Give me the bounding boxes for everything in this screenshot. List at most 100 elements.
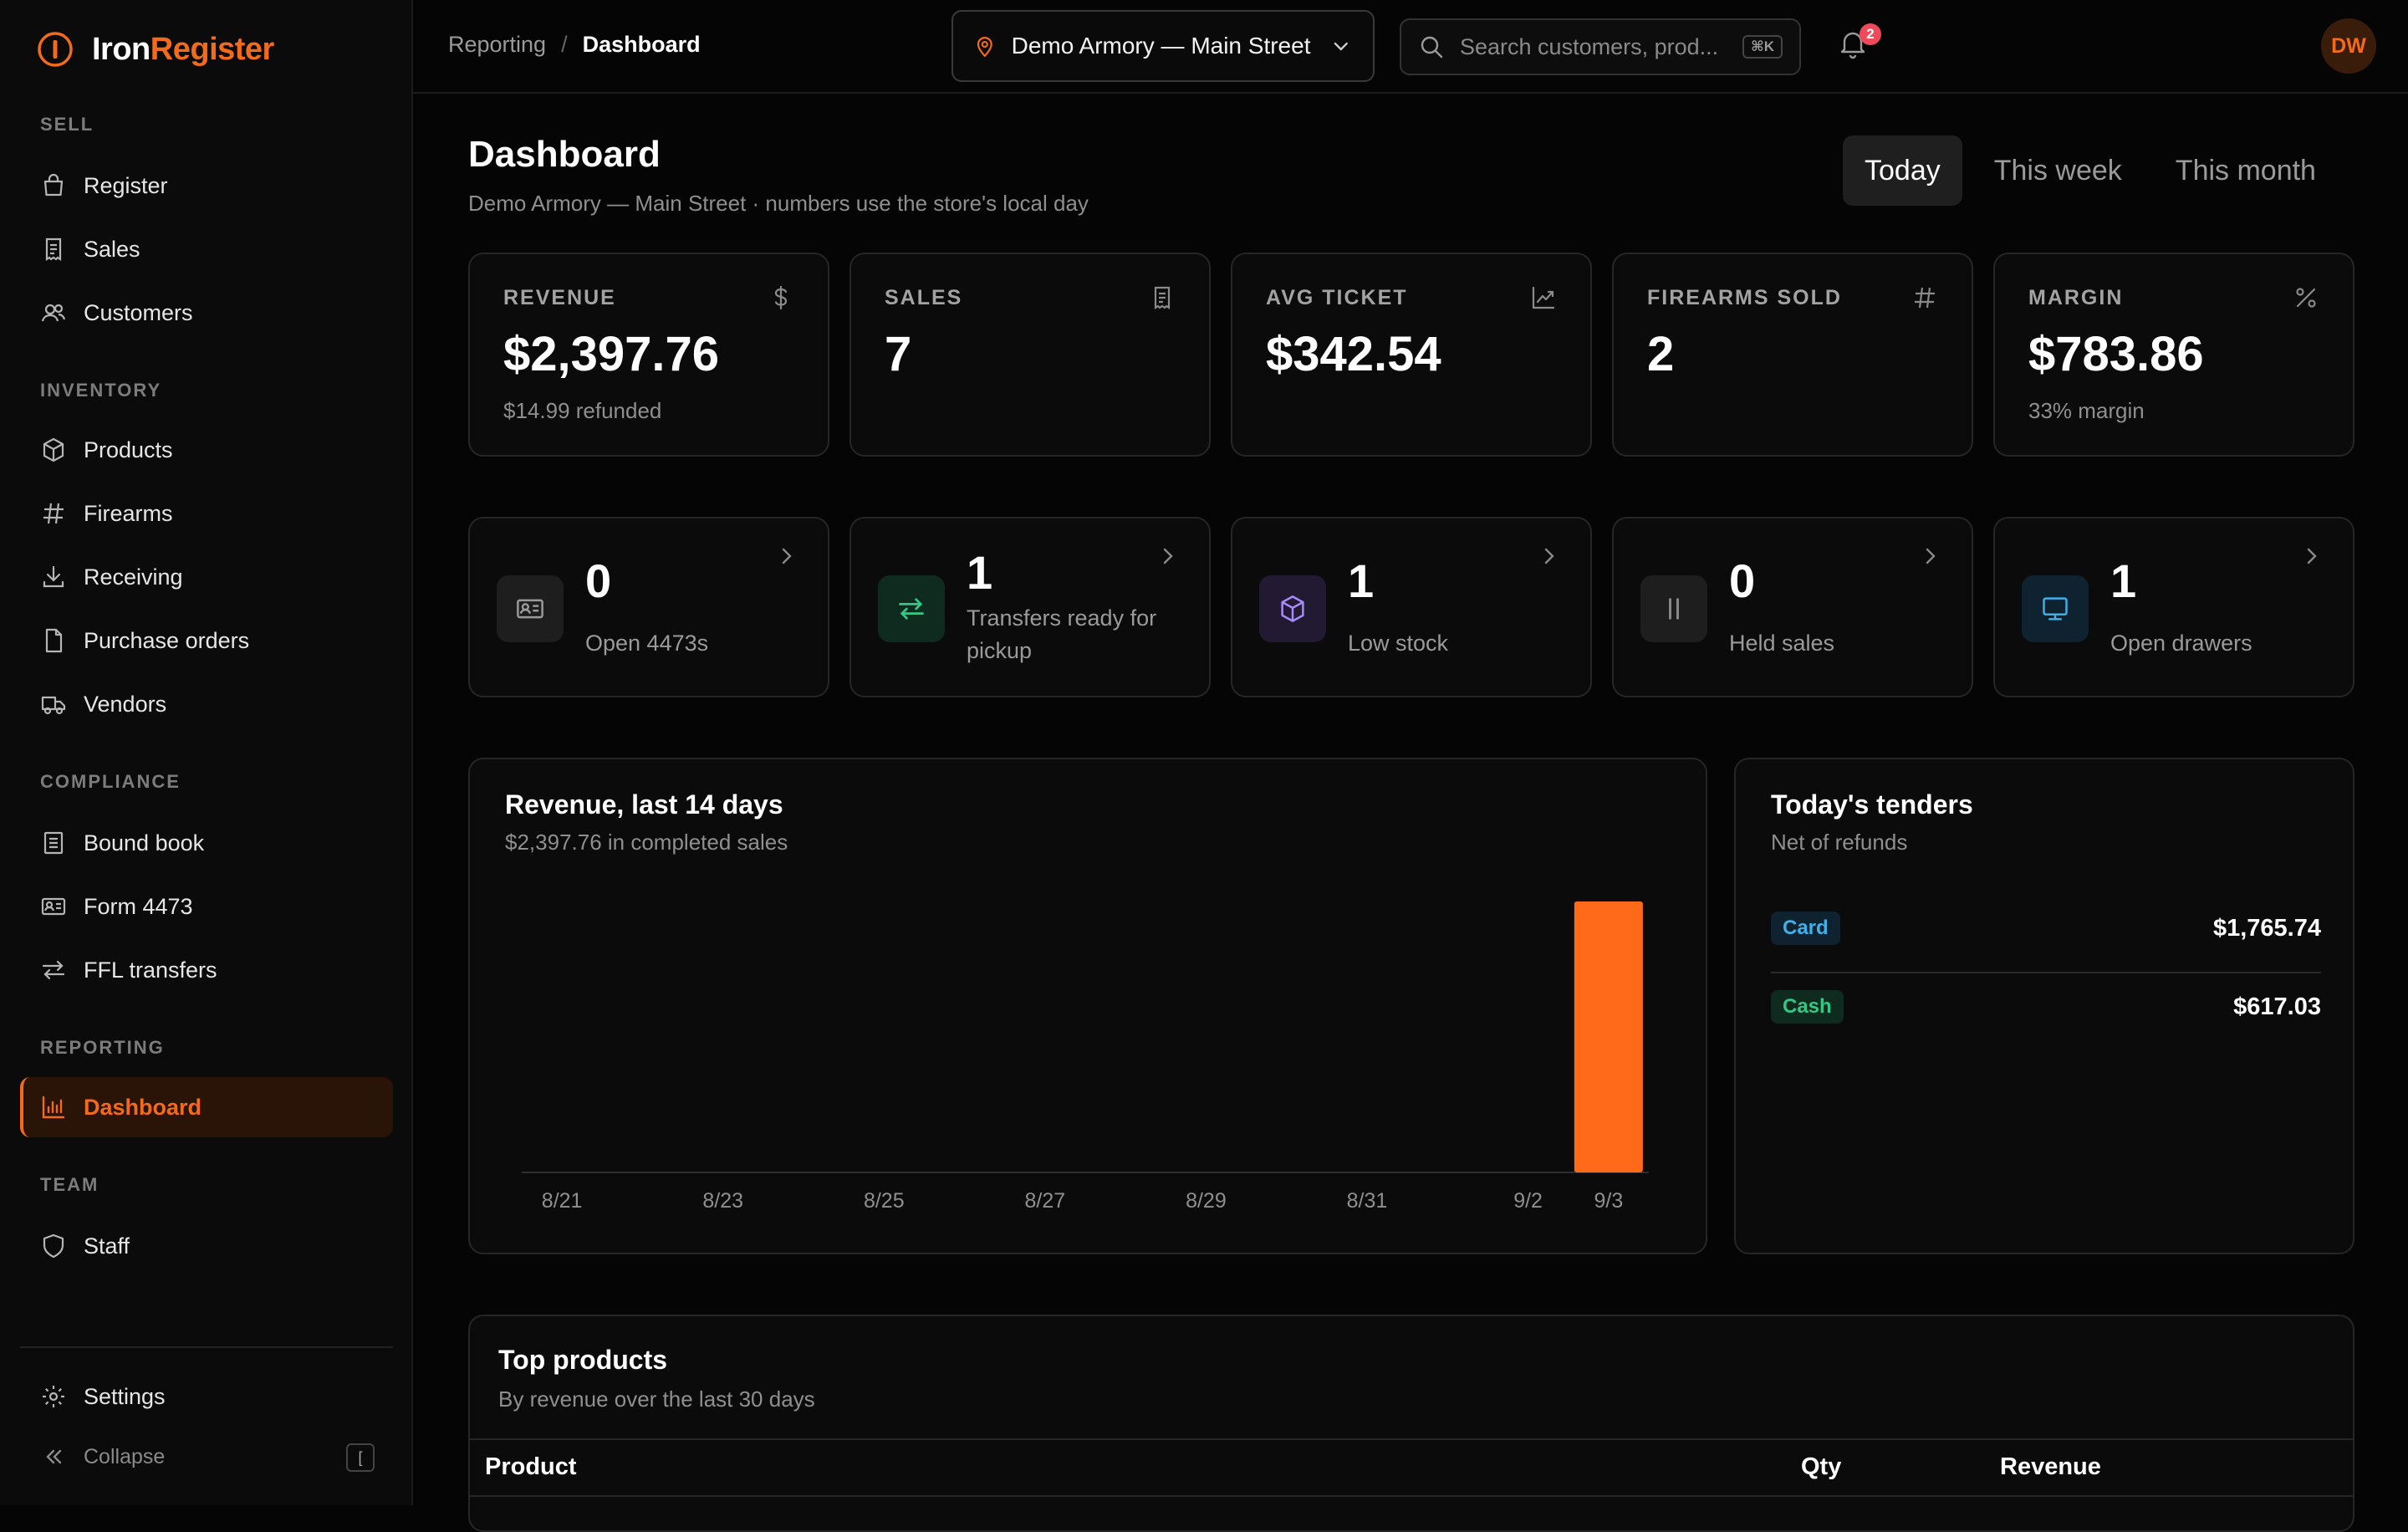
dollar-icon xyxy=(768,284,794,311)
alert-card-open-4473s[interactable]: 0 Open 4473s xyxy=(468,517,829,697)
stat-label: MARGIN xyxy=(2028,286,2124,309)
top-products-subtitle: By revenue over the last 30 days xyxy=(498,1386,815,1412)
tender-badge: Card xyxy=(1771,912,1840,945)
stat-card-revenue: REVENUE $2,397.76 $14.99 refunded xyxy=(468,253,829,457)
box-icon xyxy=(1259,575,1326,642)
pause-icon xyxy=(1640,575,1707,642)
column-header-product[interactable]: Product xyxy=(485,1453,577,1480)
stat-sub: $14.99 refunded xyxy=(503,398,662,423)
sidebar-item-form-4473[interactable]: Form 4473 xyxy=(20,876,393,937)
hash-icon xyxy=(1911,284,1938,311)
sidebar-item-label: Settings xyxy=(84,1383,166,1409)
shield-icon xyxy=(40,1233,67,1259)
tab-this-month[interactable]: This month xyxy=(2175,154,2316,186)
collapse-label: Collapse xyxy=(84,1444,166,1468)
column-header-qty[interactable]: Qty xyxy=(1801,1453,1842,1480)
stat-card-sales: SALES 7 xyxy=(849,253,1211,457)
nav-section-compliance: COMPLIANCE xyxy=(40,771,181,792)
receipt-icon xyxy=(40,236,67,263)
book-icon xyxy=(40,830,67,856)
alert-label: Open drawers xyxy=(2110,631,2252,656)
alert-label: Open 4473s xyxy=(585,631,709,656)
chevrons-left-icon xyxy=(40,1443,67,1470)
sidebar-item-label: Firearms xyxy=(84,500,173,526)
receipt-icon xyxy=(1149,284,1176,311)
breadcrumb-current: Dashboard xyxy=(582,32,701,57)
collapse-sidebar-button[interactable]: Collapse xyxy=(20,1427,393,1487)
top-products-card: Top products By revenue over the last 30… xyxy=(468,1315,2354,1532)
sidebar-item-staff[interactable]: Staff xyxy=(20,1216,393,1276)
sidebar-item-customers[interactable]: Customers xyxy=(20,283,393,343)
monitor-icon xyxy=(2022,575,2089,642)
breadcrumb-reporting-link[interactable]: Reporting xyxy=(448,32,547,57)
chart-bar-9-3[interactable] xyxy=(1574,901,1643,1172)
chevron-right-icon xyxy=(1537,544,1562,569)
nav-section-inventory: INVENTORY xyxy=(40,380,162,401)
sidebar-item-settings[interactable]: Settings xyxy=(20,1366,393,1427)
top-products-table-header: Product Qty Revenue xyxy=(470,1438,2353,1497)
alert-card-held-sales[interactable]: 0 Held sales xyxy=(1612,517,1973,697)
tenders-title: Today's tenders xyxy=(1771,789,1973,820)
sidebar-item-label: Dashboard xyxy=(84,1094,202,1120)
truck-icon xyxy=(40,691,67,717)
alert-card-transfers-ready[interactable]: 1 Transfers ready for pickup xyxy=(849,517,1211,697)
chart-x-tick-label: 9/3 xyxy=(1594,1189,1623,1213)
sidebar-item-label: Purchase orders xyxy=(84,627,250,653)
user-avatar[interactable]: DW xyxy=(2321,18,2376,74)
stat-label: AVG TICKET xyxy=(1266,286,1408,309)
hash-icon xyxy=(40,500,67,527)
alert-count: 1 xyxy=(1348,554,1375,607)
sidebar-item-dashboard[interactable]: Dashboard xyxy=(20,1077,393,1137)
sidebar-item-firearms[interactable]: Firearms xyxy=(20,483,393,544)
sidebar-item-receiving[interactable]: Receiving xyxy=(20,547,393,607)
tender-amount: $1,765.74 xyxy=(2212,915,2321,942)
sidebar-item-label: Bound book xyxy=(84,830,205,855)
chevron-right-icon xyxy=(1156,544,1181,569)
chart-x-tick-label: 8/31 xyxy=(1347,1189,1388,1213)
chart-title: Revenue, last 14 days xyxy=(505,789,783,820)
tender-amount: $617.03 xyxy=(2233,993,2321,1020)
search-icon xyxy=(1421,36,1443,59)
stat-card-margin: MARGIN $783.86 33% margin xyxy=(1993,253,2354,457)
stat-card-firearms-sold: FIREARMS SOLD 2 xyxy=(1612,253,1973,457)
sidebar-item-ffl-transfers[interactable]: FFL transfers xyxy=(20,940,393,1000)
store-select[interactable]: Demo Armory — Main Street xyxy=(951,10,1375,82)
tender-badge: Cash xyxy=(1771,990,1844,1024)
sidebar-item-label: Form 4473 xyxy=(84,893,193,919)
brand-logo-icon xyxy=(38,32,73,67)
stat-value: $2,397.76 xyxy=(503,327,720,381)
sidebar-item-products[interactable]: Products xyxy=(20,420,393,480)
brand[interactable]: IronRegister xyxy=(37,28,274,70)
column-header-revenue[interactable]: Revenue xyxy=(2000,1453,2101,1480)
notifications-count-badge: 2 xyxy=(1860,23,1881,45)
percent-icon xyxy=(2293,284,2319,311)
file-icon xyxy=(40,627,67,654)
alert-count: 1 xyxy=(967,546,993,599)
tab-this-week[interactable]: This week xyxy=(1993,154,2122,186)
search-input[interactable] xyxy=(1458,33,1737,61)
search-shortcut-badge: ⌘K xyxy=(1742,35,1783,59)
stat-value: $342.54 xyxy=(1266,327,1441,381)
chart-x-tick-label: 8/27 xyxy=(1025,1189,1066,1213)
sidebar-item-vendors[interactable]: Vendors xyxy=(20,674,393,734)
nav-section-sell: SELL xyxy=(40,114,94,135)
sidebar-item-register[interactable]: Register xyxy=(20,156,393,216)
sidebar-item-label: Register xyxy=(84,172,168,198)
tab-today[interactable]: Today xyxy=(1843,135,1962,206)
notifications-button[interactable] xyxy=(1836,27,1873,64)
alert-card-open-drawers[interactable]: 1 Open drawers xyxy=(1993,517,2354,697)
sidebar-item-label: Staff xyxy=(84,1233,130,1259)
sidebar-item-label: Products xyxy=(84,437,173,462)
sidebar-item-bound-book[interactable]: Bound book xyxy=(20,813,393,873)
id-card-icon xyxy=(497,575,564,642)
brand-name-part1: Iron xyxy=(92,31,150,67)
alert-label: Low stock xyxy=(1348,631,1449,656)
collapse-shortcut-key: [ xyxy=(346,1443,375,1472)
sidebar-item-label: Receiving xyxy=(84,564,183,590)
chart-x-tick-label: 8/23 xyxy=(702,1189,743,1213)
alert-card-low-stock[interactable]: 1 Low stock xyxy=(1231,517,1592,697)
sidebar-item-purchase-orders[interactable]: Purchase orders xyxy=(20,610,393,671)
tender-row-cash: Cash $617.03 xyxy=(1771,973,2321,1050)
sidebar-item-sales[interactable]: Sales xyxy=(20,219,393,279)
